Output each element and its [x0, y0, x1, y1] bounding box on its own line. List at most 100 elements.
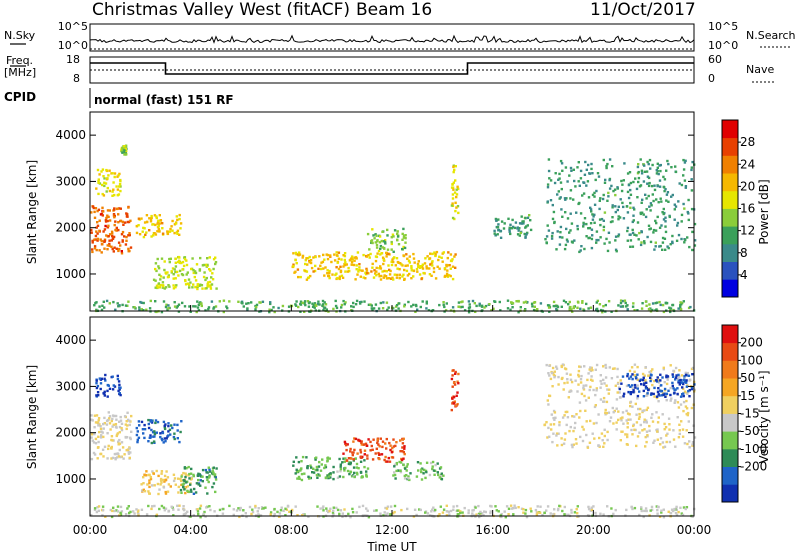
colorbar-tick-label: 12 [740, 224, 755, 238]
heatmap-region [392, 460, 445, 482]
x-tick-label: 00:00 [677, 523, 712, 537]
velocity-yticks: 4000 3000 2000 1000 [55, 333, 694, 486]
y-tick-label: 1000 [55, 267, 86, 281]
colorbar-segment [722, 173, 738, 192]
heatmap-region [135, 418, 183, 445]
x-tick-label: 20:00 [576, 523, 611, 537]
x-tick-label: 16:00 [475, 523, 510, 537]
heatmap-region [292, 455, 370, 482]
heatmap-region [493, 214, 533, 239]
x-tick-label: 04:00 [173, 523, 208, 537]
power-yticks: 4000 3000 2000 1000 [55, 128, 694, 281]
colorbar-segment [722, 208, 738, 227]
x-tick-label: 00:00 [73, 523, 108, 537]
nsky-tick-top: 10^5 [58, 20, 88, 33]
x-tick-label: 08:00 [274, 523, 309, 537]
velocity-panel-bg [90, 317, 694, 516]
y-tick-label: 4000 [55, 333, 86, 347]
heatmap-region [90, 411, 133, 461]
colorbar-segment [722, 413, 738, 432]
y-tick-label: 1000 [55, 472, 86, 486]
x-tick-label: 12:00 [375, 523, 410, 537]
cpid-text: normal (fast) 151 RF [94, 93, 234, 107]
colorbar-segment [722, 155, 738, 174]
power-colorbar: 28 24 20 16 12 8 4 [721, 119, 755, 298]
beam-label: Beam 16 [356, 0, 432, 20]
heatmap-region [90, 205, 133, 255]
colorbar-tick-label: -50 [740, 424, 760, 438]
freq-trace [90, 62, 694, 75]
heatmap-region [543, 363, 697, 449]
colorbar-tick-label: -15 [740, 407, 760, 421]
power-heatmap [90, 144, 697, 314]
colorbar-segment [722, 466, 738, 485]
velocity-ylabel: Slant Range [km] [25, 365, 39, 469]
colorbar-tick-label: 15 [740, 389, 755, 403]
nsky-strip-frame [89, 23, 695, 52]
freq-label: Freq. [6, 54, 33, 67]
y-tick-label: 2000 [55, 221, 86, 235]
heatmap-region [618, 372, 696, 398]
colorbar-tick-label: 28 [740, 135, 755, 149]
colorbar-segment [722, 325, 738, 344]
nsky-label: N.Sky [4, 29, 36, 42]
nsky-tick-bottom: 10^0 [58, 39, 88, 52]
cpid-label: CPID [4, 90, 36, 104]
colorbar-segment [722, 279, 738, 298]
velocity-colorbar-label: Velocity [m s⁻¹] [757, 370, 771, 463]
date-label: 11/Oct/2017 [590, 0, 696, 20]
colorbar-tick-label: 100 [740, 353, 763, 367]
heatmap-region [152, 255, 218, 291]
nsearch-tick-bottom: 10^0 [708, 39, 738, 52]
colorbar-tick-label: -100 [740, 442, 767, 456]
colorbar-segment [722, 190, 738, 209]
colorbar-segment [722, 395, 738, 414]
heatmap-region [95, 373, 122, 398]
heatmap-region [342, 437, 406, 463]
heatmap-region [450, 164, 460, 221]
nsearch-label: N.Search [746, 29, 796, 42]
nsky-trace [89, 34, 695, 50]
colorbar-tick-label: 200 [740, 336, 763, 350]
colorbar-segment [722, 431, 738, 450]
nave-tick-top: 60 [708, 53, 722, 66]
colorbar-segment [722, 448, 738, 467]
colorbar-tick-label: 8 [740, 246, 748, 260]
colorbar-segment [722, 226, 738, 245]
colorbar-segment [722, 243, 738, 262]
colorbar-segment [722, 360, 738, 379]
colorbar-tick-label: -200 [740, 460, 767, 474]
heatmap-region [366, 227, 407, 253]
x-axis-label: Time UT [366, 540, 417, 554]
colorbar-tick-label: 50 [740, 371, 755, 385]
freq-unit-label: [MHz] [4, 66, 36, 79]
heatmap-region [450, 369, 460, 412]
colorbar-tick-label: 4 [740, 268, 748, 282]
colorbar-segment [722, 378, 738, 397]
heatmap-region [135, 213, 183, 239]
power-ylabel: Slant Range [km] [25, 160, 39, 264]
colorbar-segment [722, 120, 738, 139]
heatmap-region [179, 465, 218, 495]
heatmap-region [544, 158, 697, 254]
y-tick-label: 3000 [55, 379, 86, 393]
power-colorbar-label: Power [dB] [757, 179, 771, 244]
heatmap-region [120, 144, 128, 156]
freq-tick-bottom: 8 [73, 72, 80, 85]
y-tick-label: 2000 [55, 426, 86, 440]
colorbar-segment [722, 484, 738, 503]
nsearch-tick-top: 10^5 [708, 20, 738, 33]
colorbar-tick-label: 24 [740, 157, 755, 171]
station-title: Christmas Valley West (fitACF) [92, 0, 350, 20]
power-panel-bg [90, 112, 694, 311]
velocity-colorbar: 200 100 50 15 -15 -50 -100 -200 [721, 324, 767, 503]
y-tick-label: 4000 [55, 128, 86, 142]
x-axis-ticks: 00:00 04:00 08:00 12:00 16:00 20:00 00:00 [73, 305, 712, 537]
nave-label: Nave [746, 63, 774, 76]
colorbar-tick-label: 20 [740, 179, 755, 193]
nave-tick-bottom: 0 [708, 72, 715, 85]
heatmap-region [95, 168, 122, 197]
freq-tick-top: 18 [66, 53, 80, 66]
colorbar-tick-label: 16 [740, 202, 755, 216]
